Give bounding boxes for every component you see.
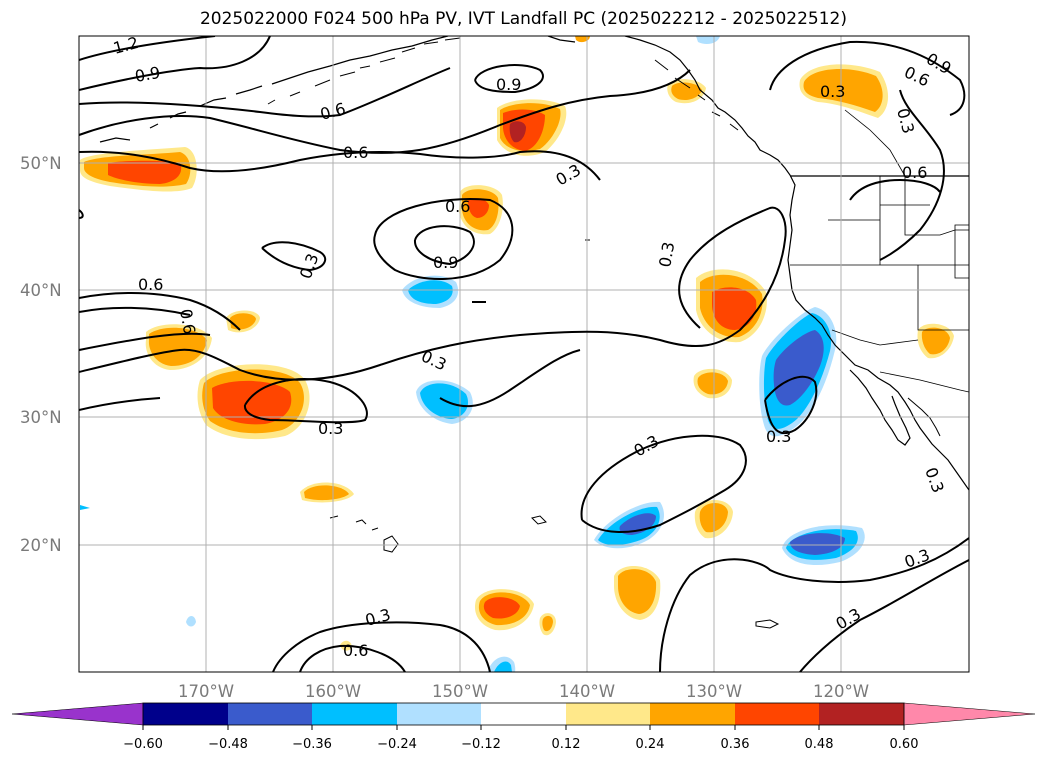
- colorbar-tick-label: 0.12: [552, 737, 581, 752]
- patch-31n-150w: [416, 380, 473, 424]
- patch-14n-170w: [186, 616, 196, 627]
- lat-label: 50°N: [20, 154, 62, 173]
- contour-label-0-3: 0.3: [655, 240, 678, 268]
- contour-label-0-9: 0.9: [496, 75, 521, 94]
- patch-12n-147w: [488, 656, 516, 672]
- colorbar-tick-label: 0.60: [890, 737, 919, 752]
- colorbar-ticks: [142, 725, 905, 730]
- colorbar-extend-left: [11, 702, 144, 726]
- colorbar-bin: [566, 703, 650, 725]
- patch-14n-143w: [539, 613, 556, 636]
- negative-anomaly-patches: [80, 36, 865, 672]
- colorbar-tick-label: −0.24: [377, 737, 417, 752]
- colorbar-bin: [735, 703, 819, 725]
- patch-40n-151w: [402, 275, 459, 308]
- contour-label-0-6: 0.6: [343, 641, 368, 660]
- pv-contours: [79, 36, 969, 672]
- patch-35n-126w: [759, 307, 837, 437]
- lon-label: 150°W: [432, 682, 488, 701]
- colorbar-tick-label: −0.48: [208, 737, 248, 752]
- patch-56n-131w: [667, 79, 706, 104]
- lon-label: 130°W: [686, 682, 742, 701]
- contour-label-1-2: 1.2: [111, 33, 141, 58]
- colorbar-bin: [312, 703, 397, 725]
- latitude-labels: 50°N 40°N 30°N 20°N: [20, 154, 62, 555]
- patch-west-50n: [80, 147, 197, 192]
- patch-58n-142w: [575, 36, 590, 43]
- colorbar-bin: [397, 703, 481, 725]
- colorbar-tick-label: −0.60: [123, 737, 163, 752]
- contour-label-0-3: 0.3: [766, 427, 791, 446]
- contour-label-0-9: 0.9: [433, 253, 458, 272]
- lon-label: 140°W: [559, 682, 615, 701]
- contour-label-0-3: 0.3: [318, 419, 343, 438]
- colorbar-tick-label: −0.36: [292, 737, 332, 752]
- colorbar-tick-label: 0.36: [721, 737, 750, 752]
- colorbar-tick-labels: −0.60 −0.48 −0.36 −0.24 −0.12 0.12 0.24 …: [123, 737, 918, 752]
- longitude-labels: 170°W 160°W 150°W 140°W 130°W 120°W: [178, 682, 869, 701]
- patch-edge-west: [80, 505, 90, 510]
- colorbar-tick-label: −0.12: [461, 737, 501, 752]
- colorbar-bin: [228, 703, 312, 725]
- contour-label-0-6: 0.6: [138, 275, 163, 294]
- patch-31n-165w: [197, 364, 310, 440]
- colorbar-bin: [481, 703, 566, 725]
- contour-label-0-6: 0.6: [902, 163, 927, 182]
- contour-label-0-9: 0.9: [133, 63, 161, 86]
- patch-36n-113w: [917, 323, 954, 359]
- lon-label: 120°W: [813, 682, 869, 701]
- lat-label: 40°N: [20, 281, 62, 300]
- patch-14n-147w: [474, 589, 534, 631]
- colorbar-bin: [143, 703, 228, 725]
- contour-label-0-6: 0.6: [343, 143, 368, 162]
- patch-32n-130w: [693, 368, 732, 399]
- lat-label: 30°N: [20, 408, 62, 427]
- map-frame: [78, 35, 970, 673]
- political-borders: [790, 109, 969, 393]
- map-title: 2025022000 F024 500 hPa PV, IVT Landfall…: [199, 9, 847, 29]
- colorbar-tick-label: 0.24: [636, 737, 665, 752]
- colorbar-extend-right: [903, 702, 1036, 726]
- contour-label-0-6: 0.6: [445, 197, 470, 216]
- lon-label: 170°W: [178, 682, 234, 701]
- colorbar-bin: [819, 703, 904, 725]
- colorbar: −0.60 −0.48 −0.36 −0.24 −0.12 0.12 0.24 …: [11, 702, 1036, 752]
- colorbar-bin: [650, 703, 735, 725]
- patch-24n-160w: [300, 482, 354, 503]
- patch-22n-136w: [594, 501, 664, 549]
- lat-label: 20°N: [20, 536, 62, 555]
- graticule: [79, 36, 969, 672]
- contour-label-0-3: 0.3: [820, 82, 845, 101]
- colorbar-tick-label: 0.48: [805, 737, 834, 752]
- patch-55n-122w: [799, 64, 889, 118]
- patch-16n-137w: [614, 565, 661, 620]
- lon-label: 160°W: [305, 682, 361, 701]
- contour-label-0-6: 0.6: [176, 307, 199, 335]
